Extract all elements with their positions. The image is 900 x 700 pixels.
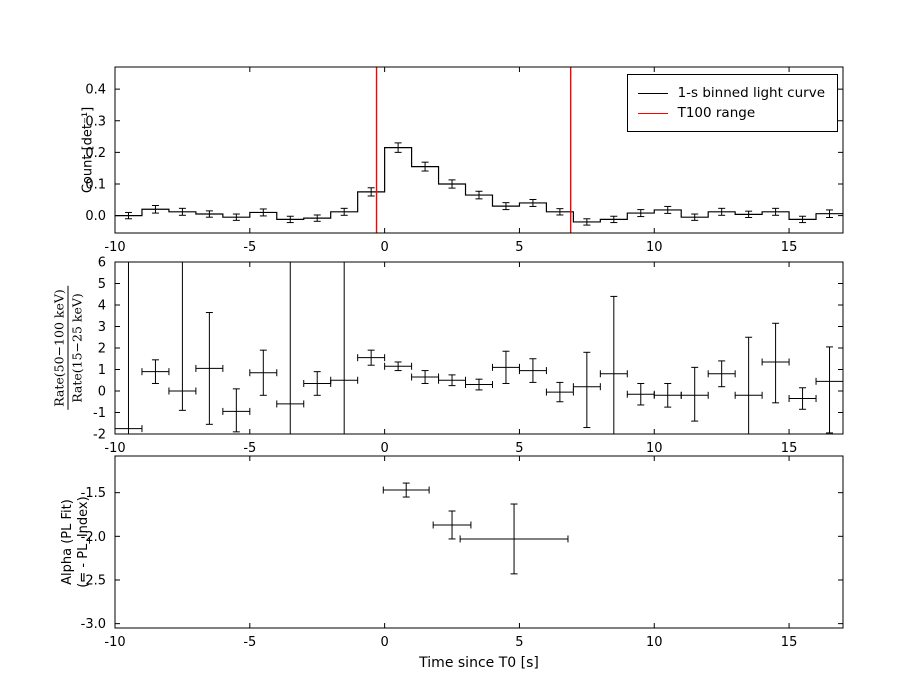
ylabel-hardness-denominator: Rate(15−25 keV) xyxy=(69,293,85,403)
y-tick-label: -3.0 xyxy=(81,617,106,632)
hardness-ratio-plot-area xyxy=(115,262,843,434)
y-tick-label: 1 xyxy=(98,363,106,378)
x-tick-label: 5 xyxy=(515,240,523,255)
ylabel-alpha: Alpha (PL Fit) (= - PL_Index) xyxy=(60,496,93,587)
y-tick-label: 2 xyxy=(98,342,106,357)
y-tick-label: 3 xyxy=(98,320,106,335)
y-tick-label: 0.3 xyxy=(85,114,106,129)
xlabel-time: Time since T0 [s] xyxy=(419,655,539,671)
legend-label-t100: T100 range xyxy=(677,105,756,121)
binned-light-curve-axes-frame xyxy=(114,66,844,234)
y-tick-label: 5 xyxy=(98,277,106,292)
x-tick-label: -5 xyxy=(243,240,256,255)
ylabel-hardness-ratio: Rate(50−100 keV) Rate(15−25 keV) xyxy=(51,286,85,410)
ylabel-alpha-line1: Alpha (PL Fit) xyxy=(59,499,75,585)
x-tick-label: 0 xyxy=(380,635,388,650)
hardness-ratio-axes-frame xyxy=(114,261,844,435)
y-tick-label: -1.5 xyxy=(81,486,106,501)
x-tick-label: 0 xyxy=(380,441,388,456)
x-tick-label: -10 xyxy=(104,635,125,650)
ylabel-hardness-numerator: Rate(50−100 keV) xyxy=(51,286,69,410)
x-tick-label: 10 xyxy=(646,635,663,650)
x-tick-label: -10 xyxy=(104,240,125,255)
y-tick-label: 6 xyxy=(98,256,106,271)
legend-entry-t100: T100 range xyxy=(637,105,825,121)
alpha-pl-fit-plot-area xyxy=(382,482,569,575)
legend-label-lightcurve: 1-s binned light curve xyxy=(677,85,825,101)
y-tick-label: -2.0 xyxy=(81,530,106,545)
y-tick-label: -2.5 xyxy=(81,573,106,588)
y-tick-label: 0.2 xyxy=(85,146,106,161)
alpha-pl-fit-axes-frame xyxy=(114,455,844,629)
legend-box: 1-s binned light curve T100 range xyxy=(626,74,838,132)
y-tick-label: 0 xyxy=(98,385,106,400)
x-tick-label: 0 xyxy=(380,240,388,255)
x-tick-label: 10 xyxy=(646,240,663,255)
x-tick-label: -10 xyxy=(104,441,125,456)
binned-light-curve-plot-area xyxy=(115,67,843,233)
y-tick-label: 0.1 xyxy=(85,177,106,192)
y-tick-label: -2 xyxy=(93,428,106,443)
x-tick-label: 5 xyxy=(515,441,523,456)
y-tick-label: -1 xyxy=(93,406,106,421)
lightcurve-step-line xyxy=(115,147,843,223)
x-tick-label: 15 xyxy=(781,635,798,650)
t100-line-sample xyxy=(637,112,668,114)
y-tick-label: 0.4 xyxy=(85,83,106,98)
x-tick-label: 15 xyxy=(781,441,798,456)
lightcurve-line-sample xyxy=(637,92,668,94)
x-tick-label: 5 xyxy=(515,635,523,650)
x-tick-label: -5 xyxy=(243,441,256,456)
y-tick-label: 0.0 xyxy=(85,209,106,224)
legend-entry-lightcurve: 1-s binned light curve xyxy=(637,85,825,101)
x-tick-label: -5 xyxy=(243,635,256,650)
ylabel-count: Count [det⁻¹] xyxy=(80,106,96,194)
x-tick-label: 15 xyxy=(781,240,798,255)
x-tick-label: 10 xyxy=(646,441,663,456)
ylabel-alpha-line2: (= - PL_Index) xyxy=(76,496,91,588)
y-tick-label: 4 xyxy=(98,299,106,314)
